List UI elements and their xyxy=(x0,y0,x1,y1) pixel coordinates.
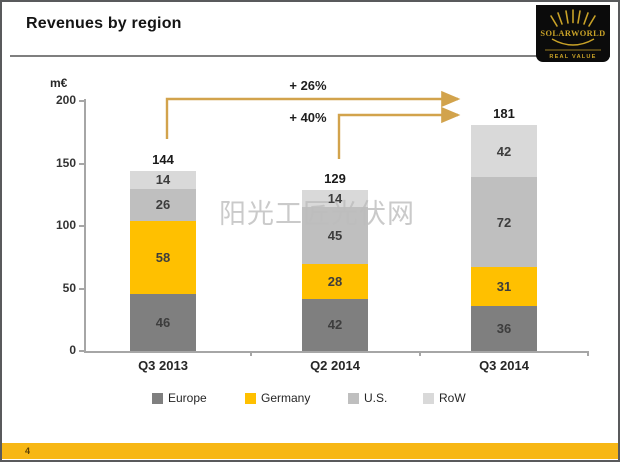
x-category-label: Q3 2013 xyxy=(138,358,188,373)
header-divider xyxy=(10,55,610,57)
y-tick-label: 0 xyxy=(69,343,76,357)
segment-value-label: 45 xyxy=(327,227,343,243)
legend-label: Europe xyxy=(168,391,207,405)
x-tick-mark xyxy=(419,351,421,356)
legend-swatch xyxy=(152,392,163,404)
y-tick-label: 50 xyxy=(62,280,76,295)
y-tick-label: 150 xyxy=(55,155,76,170)
segment-value-label: 14 xyxy=(155,172,171,188)
logo-tagline-text: REAL VALUE xyxy=(549,54,596,60)
bar-segment-row: 42 xyxy=(471,124,537,178)
x-tick-mark xyxy=(250,351,252,356)
bar-segment-row: 14 xyxy=(130,171,196,189)
bar-total-label: 181 xyxy=(493,105,515,121)
segment-value-label: 14 xyxy=(327,191,343,206)
watermark-text: 阳光工匠光伏网 xyxy=(219,199,415,229)
bar-segment-germany: 58 xyxy=(130,221,196,294)
bar-segment-europe: 36 xyxy=(471,306,537,351)
y-axis-line xyxy=(84,99,86,351)
y-tick-mark xyxy=(79,350,85,352)
growth-annotation-26: + 26% xyxy=(289,78,327,93)
segment-value-label: 36 xyxy=(496,321,512,336)
y-tick-mark xyxy=(79,287,85,290)
legend-swatch xyxy=(423,392,434,404)
segment-value-label: 42 xyxy=(327,317,343,333)
y-tick-mark xyxy=(79,225,85,227)
legend-item-germany: Germany xyxy=(245,391,310,405)
y-axis-unit-label: m€ xyxy=(50,76,68,90)
bar-segment-us: 45 xyxy=(302,207,368,264)
x-tick-mark xyxy=(587,351,589,356)
x-category-label: Q3 2014 xyxy=(479,358,529,373)
bar-segment-us: 26 xyxy=(130,188,196,221)
segment-value-label: 46 xyxy=(155,314,171,330)
bar-total-label: 129 xyxy=(324,170,346,186)
legend-item-us: U.S. xyxy=(348,391,387,405)
growth-arrow-q2-2014-to-q3-2014 xyxy=(337,106,461,159)
footer-bar: 4 xyxy=(2,443,618,459)
bar-segment-us: 72 xyxy=(471,177,537,268)
legend-label: Germany xyxy=(261,391,311,405)
bar-segment-europe: 46 xyxy=(130,293,196,351)
bar-segment-germany: 31 xyxy=(471,267,537,306)
legend-label: RoW xyxy=(439,391,466,405)
legend-label: U.S. xyxy=(364,391,388,405)
growth-annotation-40: + 40% xyxy=(289,110,327,125)
segment-value-label: 26 xyxy=(155,197,171,213)
page-number: 4 xyxy=(25,446,31,456)
legend-swatch xyxy=(348,392,359,404)
solarworld-sun-icon: SOLARWORLD REAL VALUE xyxy=(540,9,605,60)
logo-brand-text: SOLARWORLD xyxy=(540,29,605,38)
segment-value-label: 72 xyxy=(496,214,512,230)
y-tick-label: 200 xyxy=(55,93,76,107)
segment-value-label: 28 xyxy=(327,273,343,289)
segment-value-label: 42 xyxy=(496,143,512,159)
y-tick-mark xyxy=(79,162,85,165)
y-tick-mark xyxy=(79,100,85,102)
solarworld-logo: SOLARWORLD REAL VALUE xyxy=(536,5,610,62)
legend-item-row: RoW xyxy=(423,391,466,405)
x-category-label: Q2 2014 xyxy=(310,358,360,373)
y-tick-label: 100 xyxy=(55,218,76,232)
segment-value-label: 31 xyxy=(496,279,512,295)
segment-value-label: 58 xyxy=(155,249,171,265)
legend-item-europe: Europe xyxy=(152,391,207,405)
bar-segment-row: 14 xyxy=(302,189,368,208)
legend-swatch xyxy=(245,392,256,404)
x-axis-line xyxy=(84,351,588,353)
bar-total-label: 144 xyxy=(152,152,174,167)
bar-segment-europe: 42 xyxy=(302,298,368,351)
bar-segment-germany: 28 xyxy=(302,263,368,299)
page-title: Revenues by region xyxy=(26,15,182,32)
